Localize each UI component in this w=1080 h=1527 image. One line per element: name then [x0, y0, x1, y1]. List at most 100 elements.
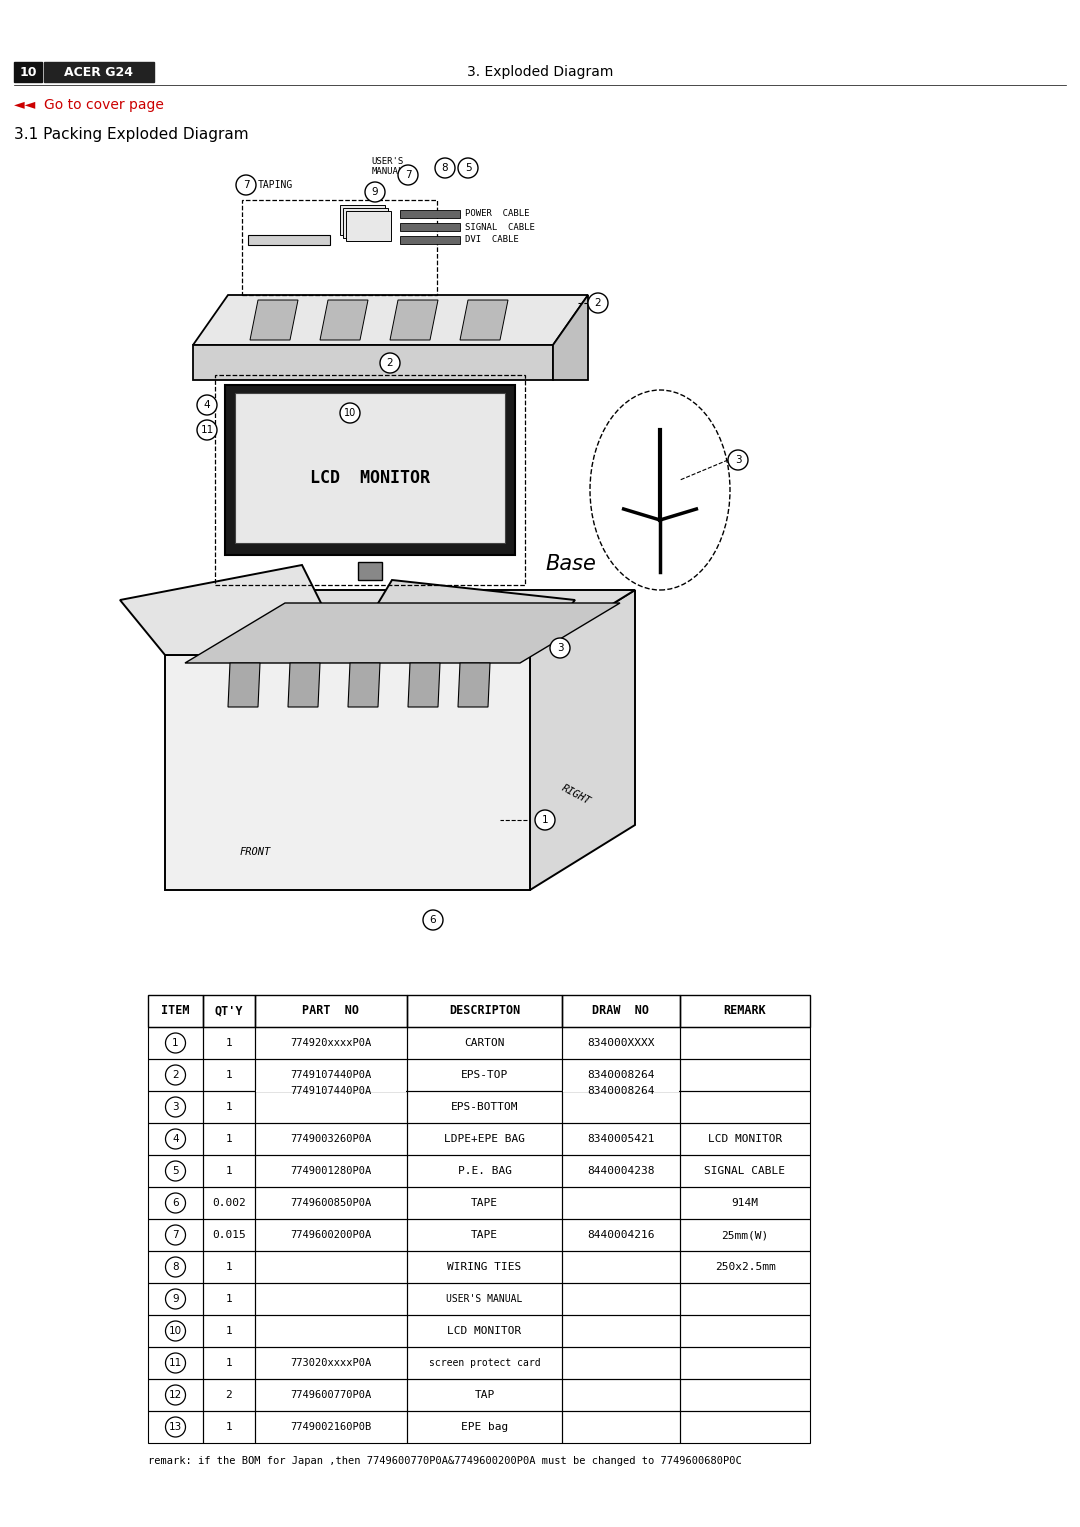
Text: TAPING: TAPING [258, 180, 294, 189]
Text: USER'S MANUAL: USER'S MANUAL [446, 1293, 523, 1304]
Circle shape [165, 1225, 186, 1245]
Text: 7749002160P0B: 7749002160P0B [291, 1422, 372, 1432]
Circle shape [365, 182, 384, 202]
Polygon shape [248, 235, 330, 244]
Text: 11: 11 [201, 425, 214, 435]
Bar [148, 996, 203, 1028]
Text: 6: 6 [430, 915, 436, 925]
Text: LCD  MONITOR: LCD MONITOR [310, 469, 430, 487]
Bar [225, 385, 515, 554]
Text: 2: 2 [387, 357, 393, 368]
Text: 7: 7 [243, 180, 249, 189]
Bar [148, 1283, 203, 1315]
Bar [680, 1122, 810, 1154]
Text: 4: 4 [204, 400, 211, 411]
Circle shape [165, 1353, 186, 1373]
Circle shape [728, 450, 748, 470]
Text: LDPE+EPE BAG: LDPE+EPE BAG [444, 1135, 525, 1144]
Text: 9: 9 [372, 186, 378, 197]
Text: 2: 2 [595, 298, 602, 308]
Text: PART  NO: PART NO [302, 1005, 360, 1017]
Text: 7749107440P0A: 7749107440P0A [291, 1086, 372, 1096]
Bar [680, 1186, 810, 1219]
Circle shape [165, 1289, 186, 1309]
Bar [680, 1251, 810, 1283]
Circle shape [165, 1064, 186, 1086]
Bar [148, 1060, 203, 1090]
Text: 8440004238: 8440004238 [588, 1167, 654, 1176]
Bar [203, 1186, 255, 1219]
Text: LCD MONITOR: LCD MONITOR [707, 1135, 782, 1144]
Bar [407, 1251, 562, 1283]
Bar [148, 1315, 203, 1347]
Bar [255, 1186, 407, 1219]
Bar [203, 1411, 255, 1443]
Polygon shape [228, 663, 260, 707]
Bar [407, 1122, 562, 1154]
Circle shape [380, 353, 400, 373]
Text: EPS-TOP: EPS-TOP [461, 1070, 508, 1080]
Text: 8340008264: 8340008264 [588, 1086, 654, 1096]
Bar [562, 1283, 680, 1315]
Bar [203, 1028, 255, 1060]
Bar [14, 63, 42, 82]
Text: 1: 1 [226, 1070, 232, 1080]
Text: 0.015: 0.015 [212, 1231, 246, 1240]
Bar [680, 1060, 810, 1090]
Circle shape [340, 403, 360, 423]
Text: 1: 1 [542, 815, 549, 825]
Bar [203, 1122, 255, 1154]
Bar [562, 1060, 680, 1090]
Bar [407, 1315, 562, 1347]
Text: MANUAL: MANUAL [372, 168, 404, 177]
Text: 13: 13 [168, 1422, 183, 1432]
Circle shape [165, 1032, 186, 1054]
Bar [563, 1090, 679, 1092]
Polygon shape [553, 295, 588, 380]
Polygon shape [120, 565, 347, 655]
Text: 1: 1 [226, 1261, 232, 1272]
Polygon shape [185, 603, 620, 663]
Text: 12: 12 [168, 1390, 183, 1400]
Circle shape [237, 176, 256, 195]
Text: 1: 1 [226, 1358, 232, 1368]
Bar [255, 1122, 407, 1154]
Bar [203, 1219, 255, 1251]
Text: 2: 2 [172, 1070, 179, 1080]
Bar [255, 1251, 407, 1283]
Bar [203, 996, 255, 1028]
Text: 250x2.5mm: 250x2.5mm [715, 1261, 775, 1272]
Text: 5: 5 [464, 163, 471, 173]
Text: 25mm(W): 25mm(W) [721, 1231, 769, 1240]
Bar [407, 996, 562, 1028]
Text: FRONT: FRONT [240, 847, 271, 857]
Bar [680, 1283, 810, 1315]
Bar [148, 1347, 203, 1379]
Text: TAP: TAP [474, 1390, 495, 1400]
Text: 10: 10 [343, 408, 356, 418]
Bar [203, 1251, 255, 1283]
Text: 0.002: 0.002 [212, 1199, 246, 1208]
Polygon shape [390, 299, 438, 341]
Bar [400, 237, 460, 244]
Bar [562, 996, 680, 1028]
Text: TAPE: TAPE [471, 1231, 498, 1240]
Polygon shape [458, 663, 490, 707]
Text: 10: 10 [168, 1325, 183, 1336]
Bar [203, 1060, 255, 1090]
Bar [400, 211, 460, 218]
Polygon shape [530, 589, 635, 890]
Text: ITEM: ITEM [161, 1005, 190, 1017]
Bar [343, 208, 388, 238]
Text: 5: 5 [172, 1167, 179, 1176]
Bar [255, 1411, 407, 1443]
Text: 1: 1 [172, 1038, 179, 1048]
Text: 834000XXXX: 834000XXXX [588, 1038, 654, 1048]
Text: ◄◄  Go to cover page: ◄◄ Go to cover page [14, 98, 164, 111]
Circle shape [165, 1096, 186, 1116]
Bar [340, 205, 384, 235]
Circle shape [197, 395, 217, 415]
Text: RIGHT: RIGHT [561, 782, 592, 806]
Bar [148, 1251, 203, 1283]
Bar [562, 1411, 680, 1443]
